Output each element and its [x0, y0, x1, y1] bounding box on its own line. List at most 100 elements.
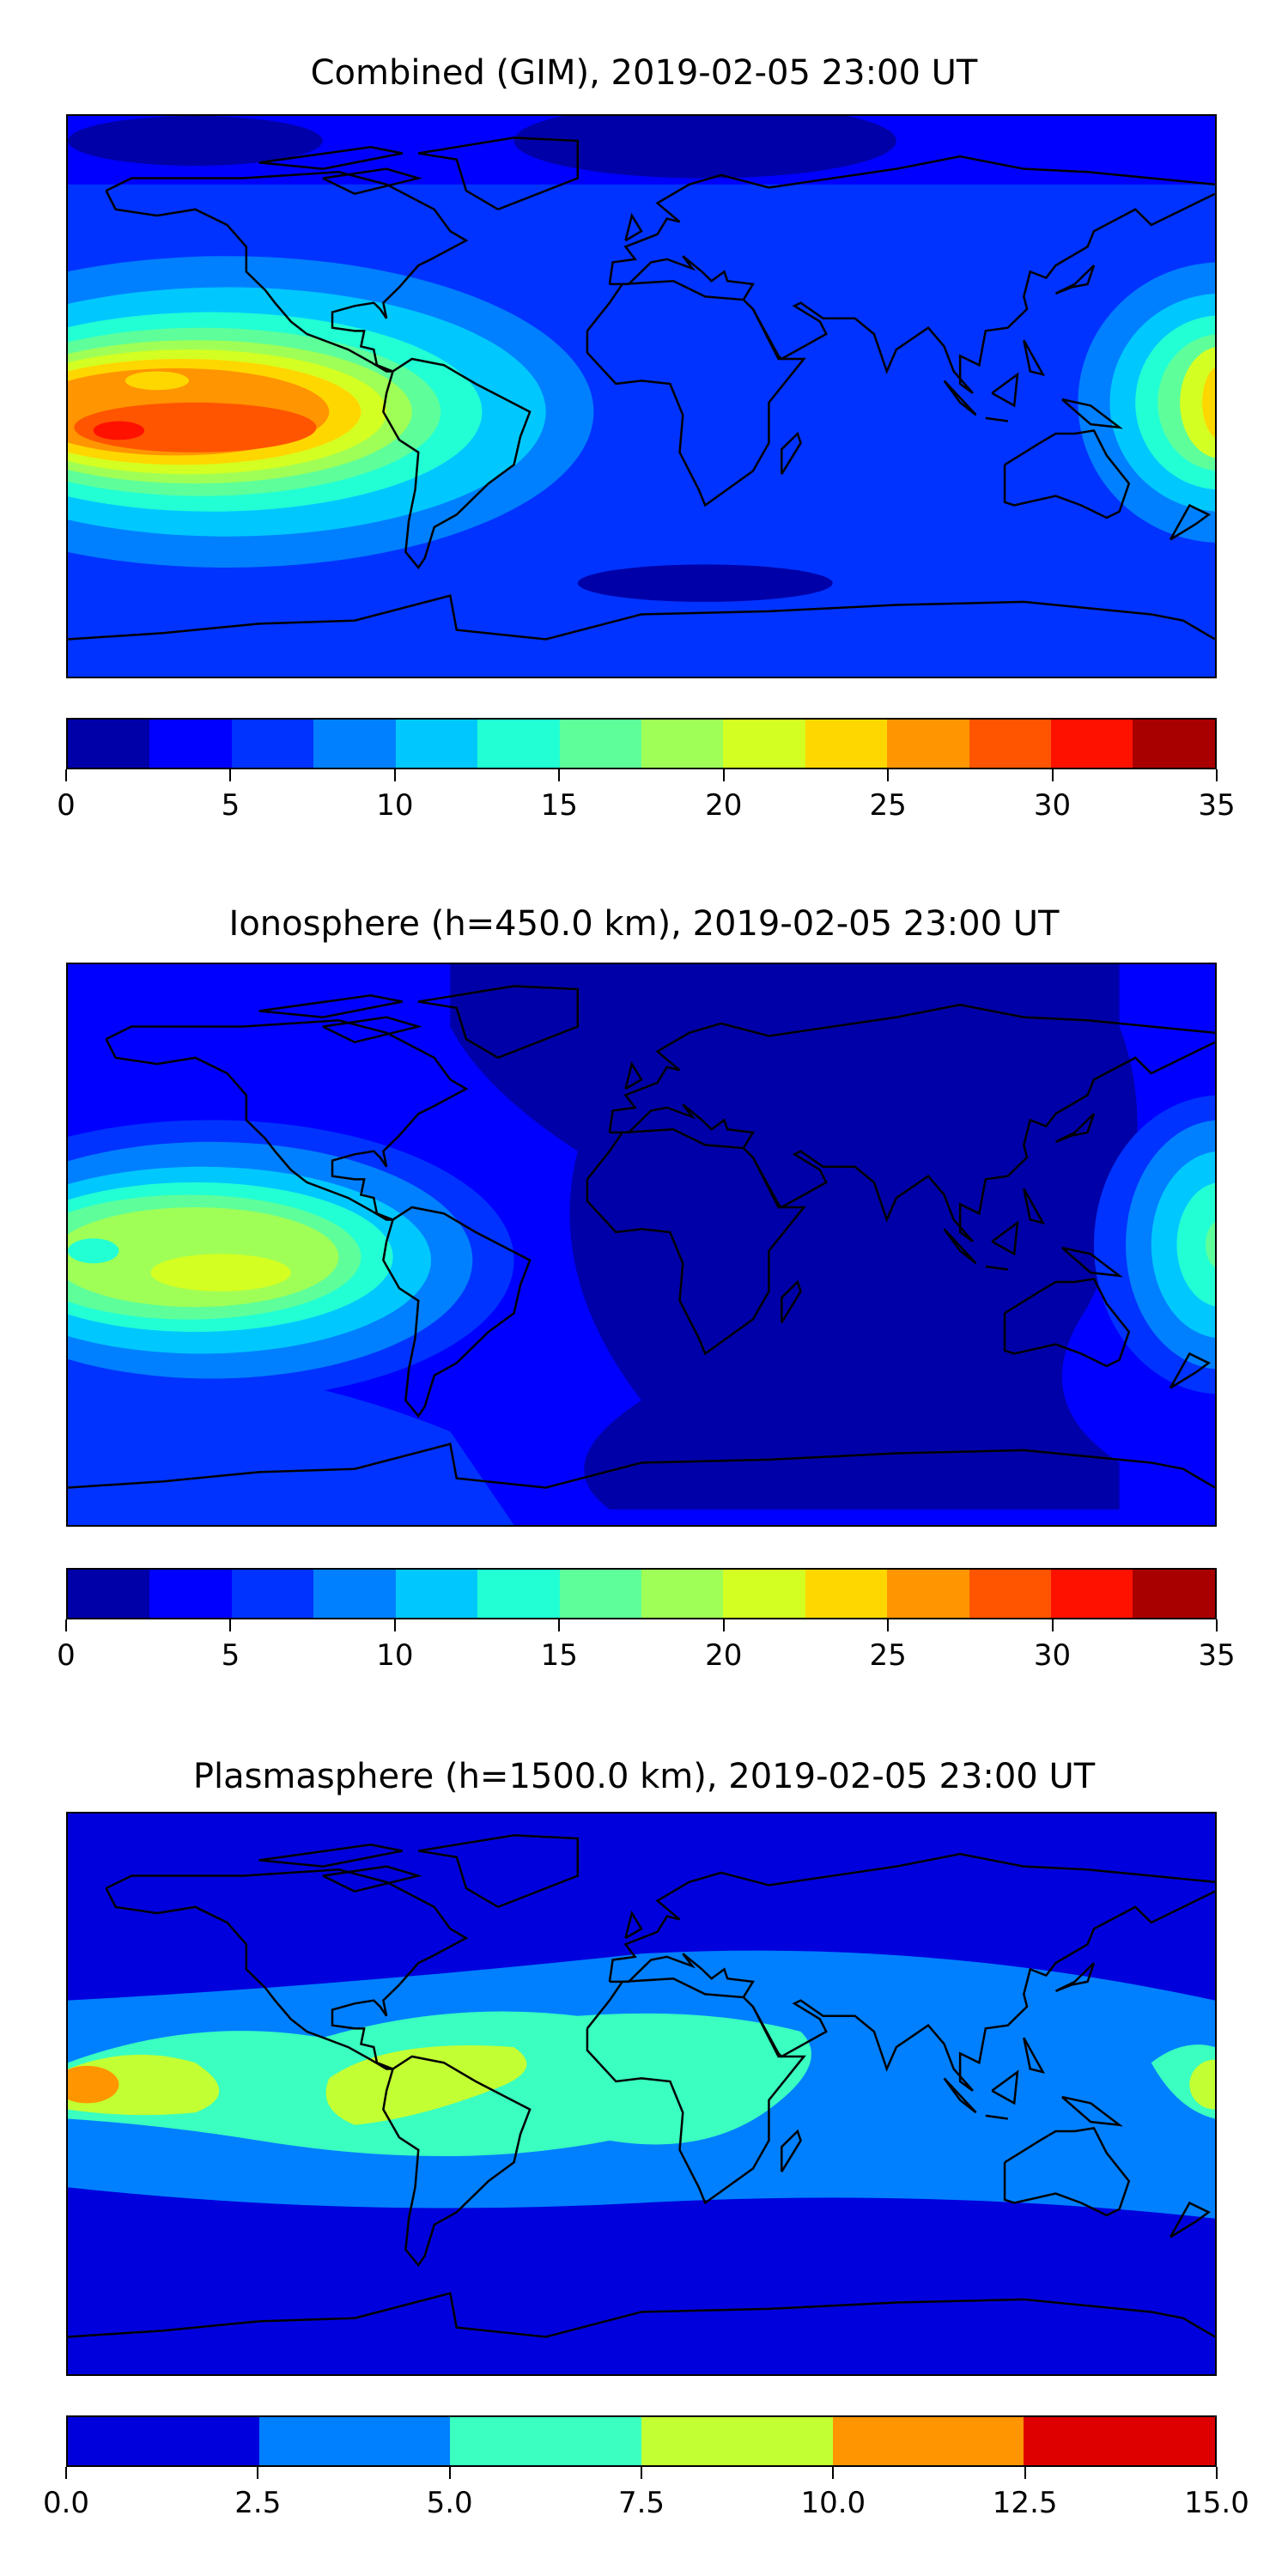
colorbar-tick-label: 0 [57, 788, 76, 823]
contour-0-2.5 [577, 564, 833, 602]
coastline [625, 1913, 641, 1938]
colorbar-tick-label: 12.5 [992, 2486, 1058, 2520]
colorbar-segment [641, 2417, 833, 2465]
coastline [383, 359, 530, 568]
colorbar-segment [68, 720, 150, 768]
colorbar-tick-label: 20 [705, 1638, 743, 1673]
colorbar-segment [641, 720, 724, 768]
coastline [992, 374, 1018, 405]
coastline [1062, 2097, 1120, 2125]
colorbar-segment [559, 1570, 641, 1618]
colorbar-segment [1133, 720, 1215, 768]
colorbar-tick-label: 5 [221, 788, 240, 823]
colorbar-tick-label: 30 [1033, 788, 1072, 823]
coastline [68, 2293, 1215, 2337]
contour-15-17.5 [1205, 1221, 1215, 1268]
colorbar-tick-label: 10 [376, 788, 414, 823]
coastline [1005, 2128, 1129, 2215]
contour-12.5-15 [68, 1238, 119, 1264]
colorbar-tick [887, 769, 890, 781]
colorbar-segment [231, 1570, 314, 1618]
contour-5-7.5 [68, 1366, 514, 1525]
colorbar-segment [1051, 1570, 1133, 1618]
coastline [1062, 399, 1120, 428]
colorbar-tick [722, 1619, 725, 1631]
colorbar-3 [66, 2415, 1217, 2467]
coastline [106, 1869, 466, 2069]
coastline [323, 1018, 418, 1042]
coastline [323, 169, 418, 194]
colorbar-tick [558, 1619, 561, 1631]
colorbar-tick-label: 25 [869, 1638, 907, 1673]
contour-0-2.5 [68, 116, 323, 167]
colorbar-tick [229, 769, 232, 781]
colorbar-segment [832, 2417, 1024, 2465]
colorbar-tick-label: 5.0 [426, 2486, 473, 2520]
colorbar-segment [313, 720, 396, 768]
coastline [945, 380, 976, 415]
colorbar-segment [258, 2417, 451, 2465]
colorbar-segment [1024, 2417, 1216, 2465]
contour-30-32.5 [93, 421, 145, 440]
coastline [1024, 340, 1042, 374]
coastline [259, 1844, 403, 1866]
coastlines [68, 137, 1215, 639]
coastline [945, 2078, 976, 2112]
colorbar-segment [477, 720, 560, 768]
colorbar-tick-label: 15 [540, 788, 578, 823]
contour-0-2.5 [450, 964, 1138, 1510]
coastline [1055, 1963, 1094, 1991]
coastline [106, 172, 466, 371]
colorbar-tick [65, 769, 67, 781]
colorbar-tick [832, 2467, 835, 2479]
plasmasphere-map [66, 1812, 1217, 2376]
colorbar-tick-label: 30 [1033, 1638, 1072, 1673]
colorbar-segment [313, 1570, 396, 1618]
colorbar-segment [887, 1570, 969, 1618]
colorbar-tick-label: 20 [705, 788, 743, 823]
coastline [106, 1020, 466, 1219]
contour-7.5-10 [325, 2045, 527, 2125]
colorbar-tick [558, 769, 561, 781]
colorbar-tick [65, 1619, 67, 1631]
coastline [418, 1835, 578, 1906]
colorbar-segment [887, 720, 969, 768]
colorbar-tick [229, 1619, 232, 1631]
colorbar-segment [723, 1570, 805, 1618]
contour-20-22.5 [150, 1254, 291, 1291]
coastline [753, 1042, 1215, 1242]
ionosphere-map [66, 963, 1217, 1527]
colorbar-tick-label: 0.0 [42, 2486, 90, 2520]
contour-0-2.5 [513, 116, 896, 179]
coastline [992, 2072, 1018, 2103]
colorbar-tick [1216, 769, 1218, 781]
coastline [383, 1207, 530, 1416]
colorbar-1-ticks: 0 5 10 15 20 25 30 35 [57, 769, 1236, 829]
colorbar-tick [393, 769, 396, 781]
colorbar-segment [68, 2417, 259, 2465]
contour-12.5-15 [1176, 1182, 1215, 1307]
colorbar-segment [395, 720, 478, 768]
coastlines [68, 1835, 1215, 2336]
colorbar-segment [805, 1570, 888, 1618]
coastline [992, 1223, 1018, 1254]
colorbar-segment [149, 1570, 232, 1618]
colorbar-tick [1216, 2467, 1218, 2479]
colorbar-segment [641, 1570, 724, 1618]
colorbar-1 [66, 718, 1217, 769]
coastline [1024, 2038, 1042, 2072]
colorbar-segment [1133, 1570, 1215, 1618]
colorbar-segment [559, 720, 641, 768]
colorbar-tick [887, 1619, 890, 1631]
colorbar-2-ticks: 0 5 10 15 20 25 30 35 [57, 1619, 1236, 1680]
coastline [323, 1867, 418, 1892]
coastline [610, 1953, 753, 1997]
coastline [781, 2131, 800, 2172]
colorbar-3-ticks: 0.0 2.5 5.0 7.5 10.0 12.5 15.0 [43, 2467, 1249, 2527]
coastline [1170, 505, 1209, 539]
coastline [587, 1978, 804, 2202]
combined-gim-map [66, 114, 1217, 678]
panel-1-title: Combined (GIM), 2019-02-05 23:00 UT [310, 53, 978, 93]
contour-10-12.5 [68, 2065, 119, 2104]
colorbar-tick-label: 35 [1198, 788, 1236, 823]
